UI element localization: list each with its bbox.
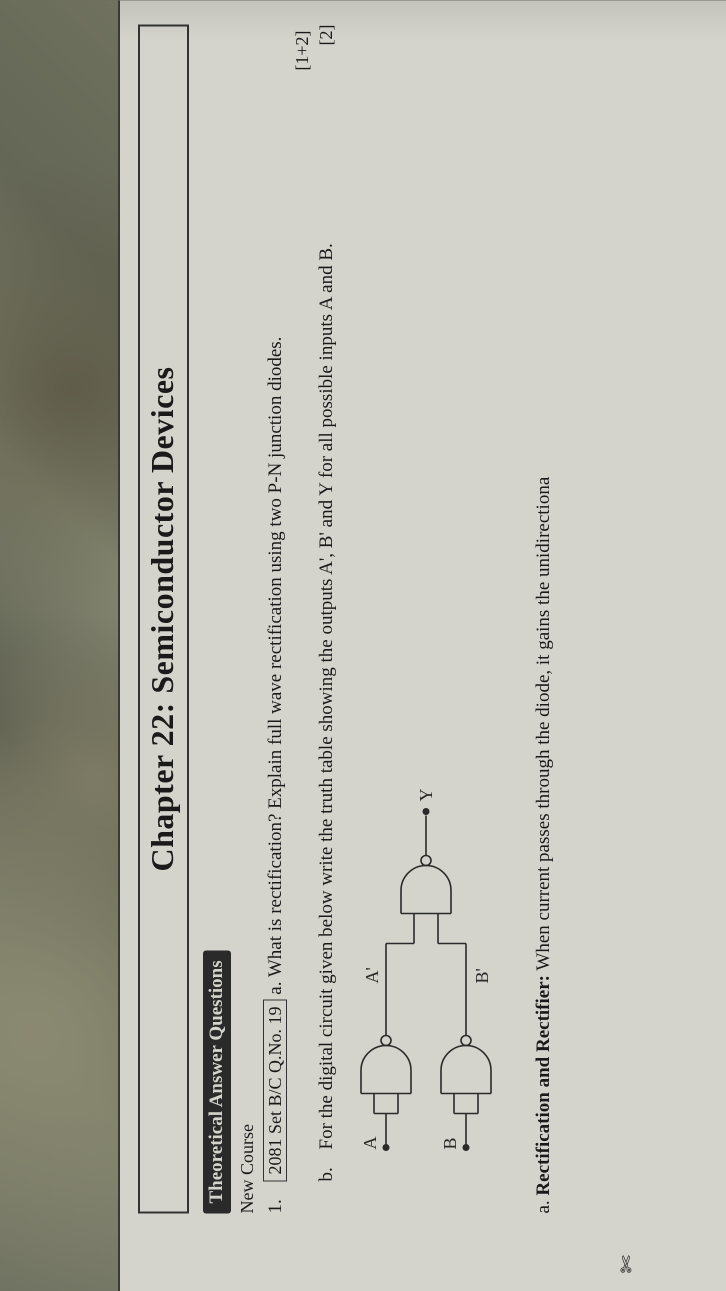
answer-letter: a.	[533, 1200, 554, 1213]
question-ref: 2081 Set B/C Q.No. 19	[263, 999, 287, 1181]
question-number: 1.	[262, 1191, 290, 1213]
section-subhead: New Course	[237, 24, 258, 1213]
answer-line: a. Rectification and Rectifier: When cur…	[530, 24, 558, 1213]
part-b-letter: b.	[313, 1159, 341, 1181]
svg-text:A': A'	[362, 967, 382, 983]
chapter-box: Chapter 22: Semiconductor Devices	[138, 24, 189, 1213]
answer-label: Rectification and Rectifier:	[533, 975, 554, 1196]
question-1: 1. 2081 Set B/C Q.No. 19 a. What is rect…	[262, 24, 290, 1213]
part-b-body: For the digital circuit given below writ…	[313, 24, 341, 1149]
svg-text:Y: Y	[416, 788, 436, 801]
part-b-text: For the digital circuit given below writ…	[316, 243, 337, 1149]
part-a-marks: [1+2]	[292, 24, 313, 1213]
section-heading: Theoretical Answer Questions	[203, 950, 231, 1213]
page: Chapter 22: Semiconductor Devices Theore…	[120, 0, 726, 1291]
svg-text:A: A	[360, 1136, 380, 1149]
circuit-diagram: A B A' B' Y	[346, 24, 516, 1153]
question-body: 2081 Set B/C Q.No. 19 a. What is rectifi…	[262, 24, 290, 1181]
chapter-title: Chapter 22: Semiconductor Devices	[144, 26, 181, 1211]
svg-text:B': B'	[472, 968, 492, 983]
answer-text: When current passes through the diode, i…	[533, 476, 554, 974]
question-1b: b. For the digital circuit given below w…	[313, 24, 341, 1181]
svg-text:B: B	[440, 1137, 460, 1149]
scissor-icon: ✄	[614, 1255, 640, 1273]
part-a-letter: a.	[265, 981, 286, 994]
part-b-marks: [2]	[313, 24, 339, 45]
part-a-text: What is rectification? Explain full wave…	[265, 336, 286, 977]
countertop-background	[0, 0, 120, 1291]
